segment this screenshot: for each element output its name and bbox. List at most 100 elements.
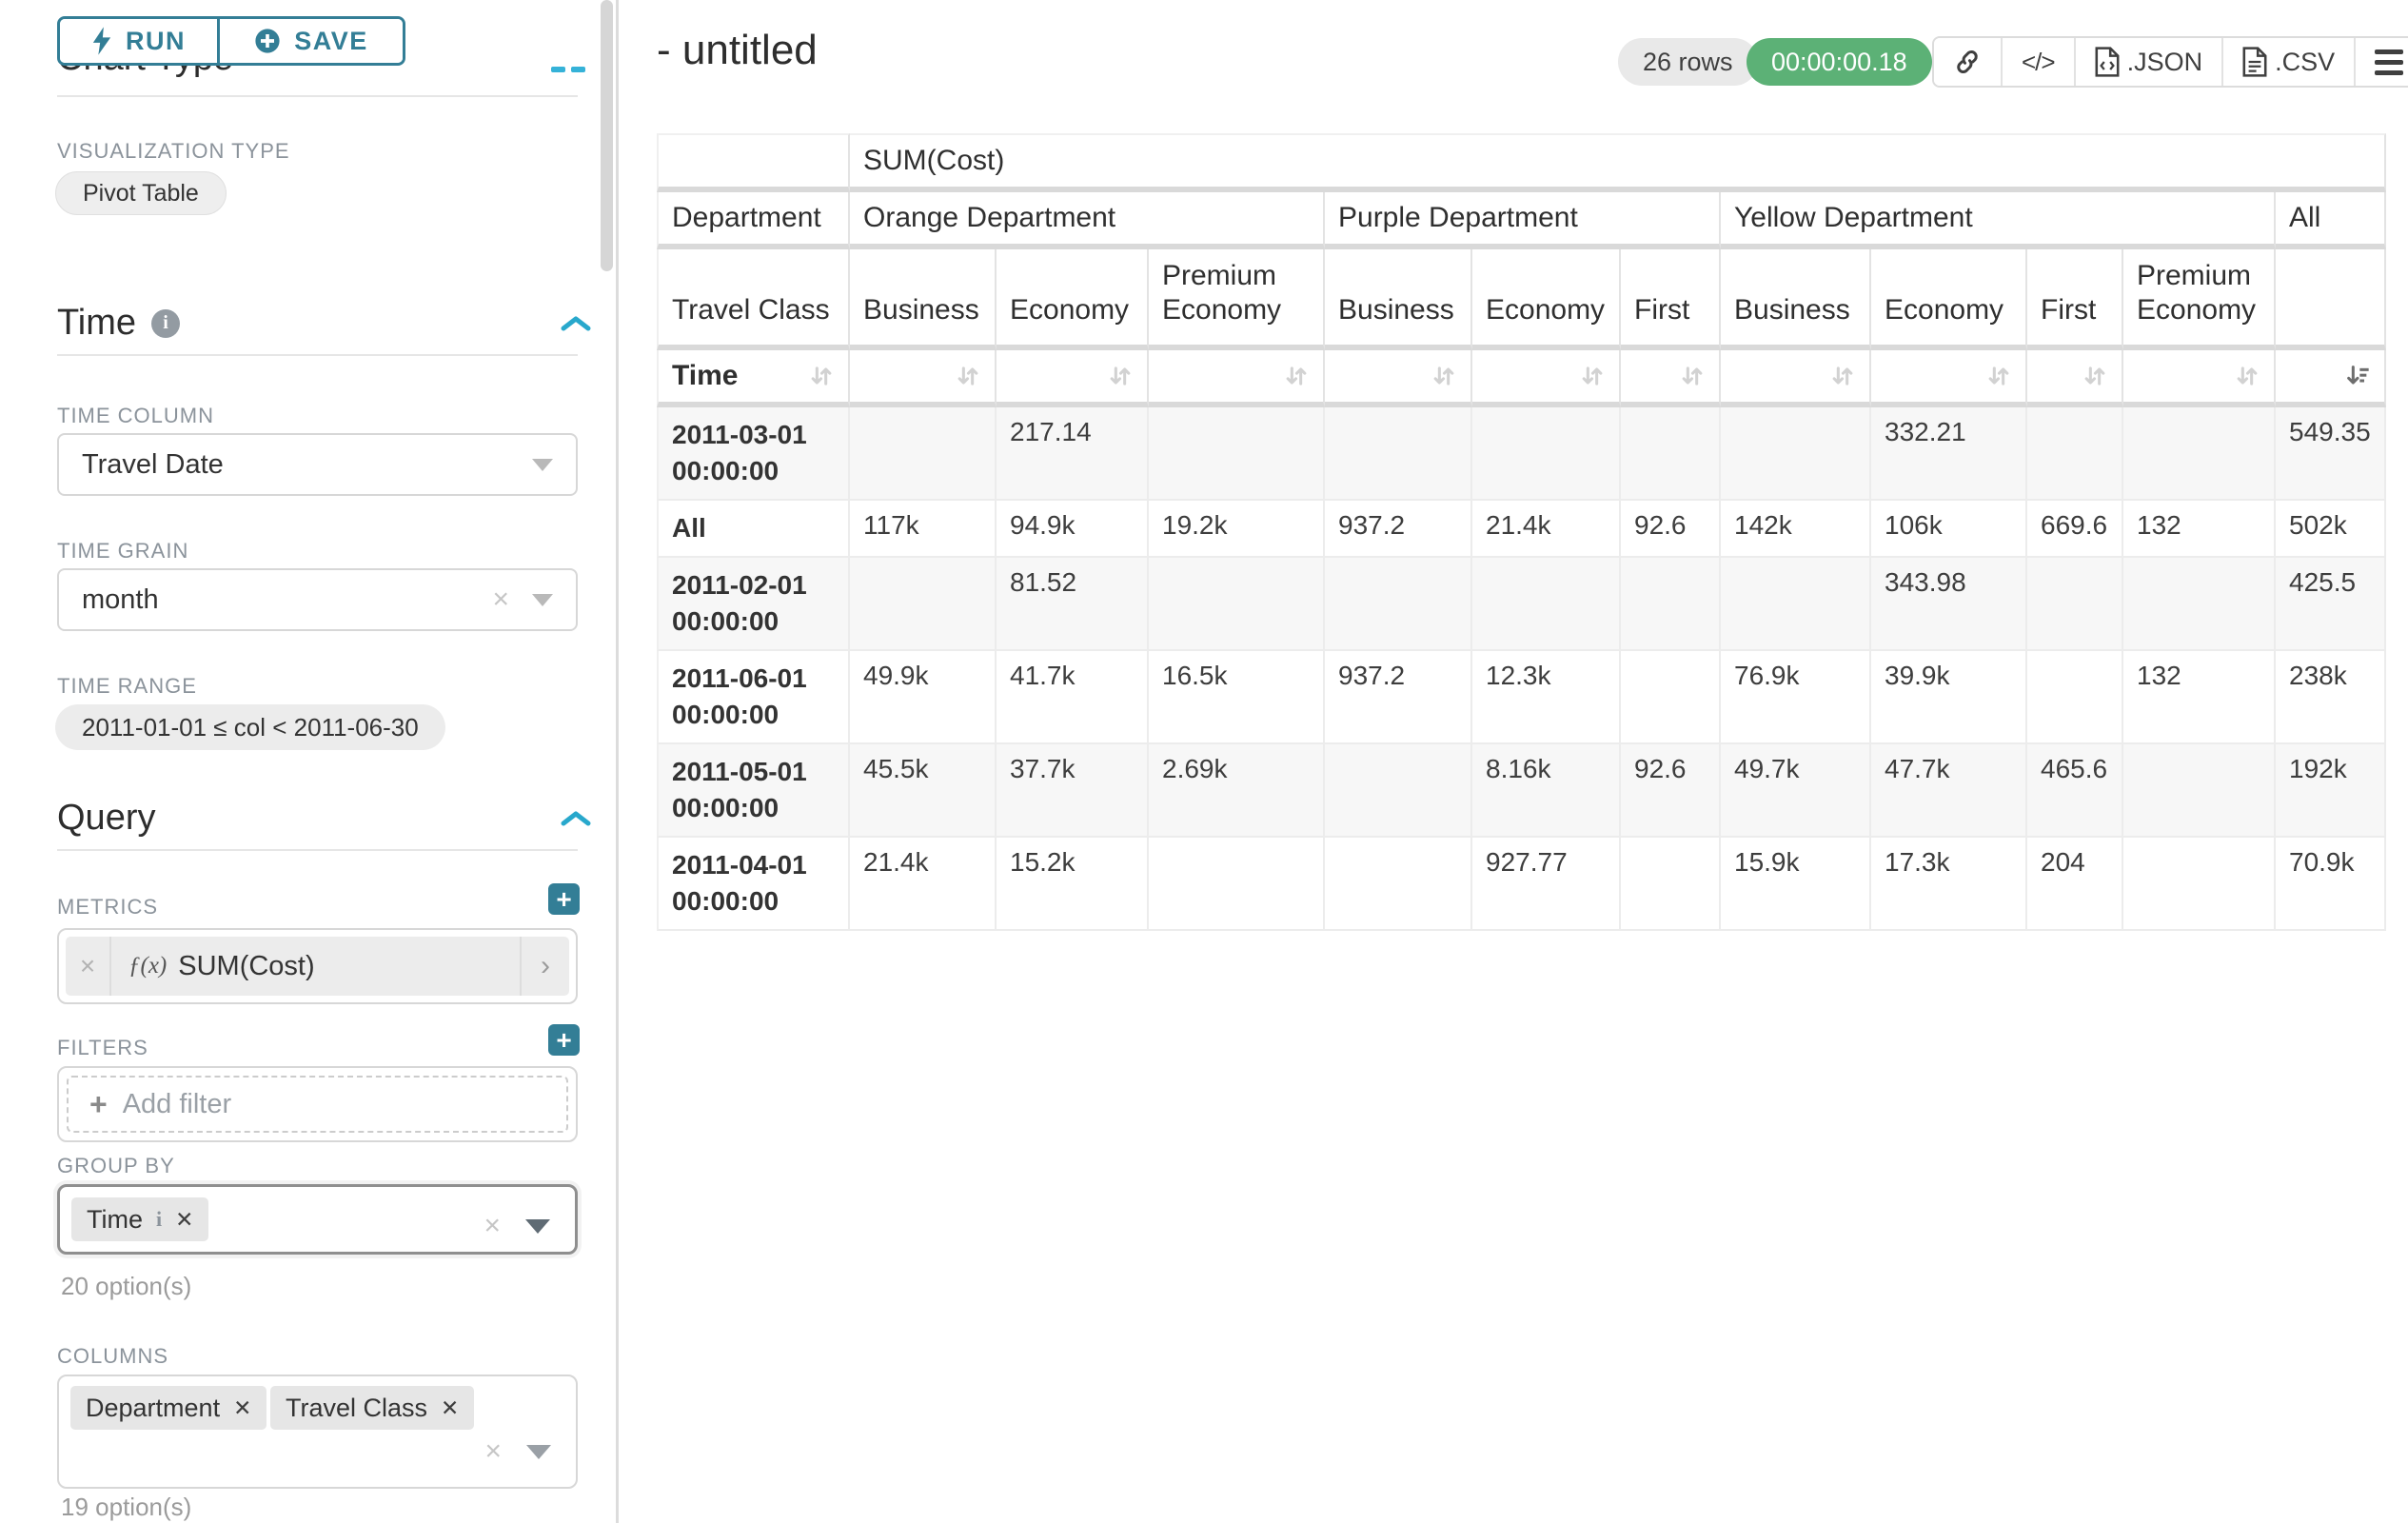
file-code-icon xyxy=(2095,47,2120,77)
link-icon xyxy=(1957,50,1978,73)
sort-column[interactable] xyxy=(2027,350,2123,407)
chart-title[interactable]: - untitled xyxy=(657,27,818,73)
value-cell: 17.3k xyxy=(1871,838,2027,931)
group-by-select[interactable]: Time i ✕ × xyxy=(57,1184,578,1255)
columns-tag[interactable]: Department ✕ xyxy=(70,1386,267,1430)
sort-column[interactable] xyxy=(1871,350,2027,407)
clear-icon[interactable]: × xyxy=(484,1435,502,1467)
value-cell xyxy=(1325,407,1472,501)
chart-panel: - untitled 26 rows 00:00:00.18 </> .JSON… xyxy=(622,0,2408,1523)
travel-class-header: Business xyxy=(850,249,997,350)
remove-tag-icon[interactable]: ✕ xyxy=(441,1394,460,1420)
chevron-down-icon[interactable] xyxy=(526,1444,551,1459)
export-json-button[interactable]: .JSON xyxy=(2075,38,2224,86)
time-grain-select[interactable]: month × xyxy=(57,568,578,631)
travel-class-header: Premium Economy xyxy=(1149,249,1325,350)
visualization-type-pill[interactable]: Pivot Table xyxy=(55,171,227,215)
value-cell: 2.69k xyxy=(1149,744,1325,838)
value-cell xyxy=(1621,407,1721,501)
travel-class-header: First xyxy=(1621,249,1721,350)
value-cell: 92.6 xyxy=(1621,501,1721,558)
row-label-cell: 2011-06-01 00:00:00 xyxy=(657,651,850,744)
value-cell: 12.3k xyxy=(1472,651,1621,744)
time-column-select[interactable]: Travel Date xyxy=(57,433,578,496)
sort-column[interactable] xyxy=(1621,350,1721,407)
clear-icon[interactable]: × xyxy=(484,1210,501,1241)
sort-icon xyxy=(957,366,978,386)
run-save-button-group: RUN SAVE xyxy=(57,16,405,66)
row-label-cell: All xyxy=(657,501,850,558)
more-options-button[interactable] xyxy=(2356,38,2408,86)
columns-select[interactable]: Department ✕ Travel Class ✕ × xyxy=(57,1375,578,1489)
collapse-chevron-icon[interactable] xyxy=(560,809,592,828)
sort-column[interactable] xyxy=(2123,350,2276,407)
divider xyxy=(57,95,578,97)
time-range-pill[interactable]: 2011-01-01 ≤ col < 2011-06-30 xyxy=(55,704,445,750)
value-cell xyxy=(1721,558,1871,651)
sort-column[interactable] xyxy=(850,350,997,407)
value-cell: 21.4k xyxy=(850,838,997,931)
save-button[interactable]: SAVE xyxy=(220,19,403,63)
add-metric-button[interactable]: + xyxy=(548,883,580,915)
sort-icon xyxy=(2084,366,2105,386)
metrics-label: METRICS xyxy=(57,895,158,919)
sort-icon xyxy=(1988,366,2009,386)
lightning-bolt-icon xyxy=(92,27,111,55)
remove-tag-icon[interactable]: ✕ xyxy=(233,1394,252,1420)
columns-label: COLUMNS xyxy=(57,1344,169,1368)
metric-pill[interactable]: × ƒ(x) SUM(Cost) › xyxy=(66,937,569,996)
export-toolbar: </> .JSON .CSV xyxy=(1932,36,2408,88)
time-sort-header[interactable]: Time xyxy=(657,350,850,407)
sidebar-scrollbar[interactable] xyxy=(601,0,613,271)
plus-circle-icon xyxy=(255,29,280,53)
column-group-header: Orange Department xyxy=(850,192,1325,249)
value-cell xyxy=(2027,407,2123,501)
value-cell: 425.5 xyxy=(2276,558,2386,651)
collapse-chevron-icon[interactable] xyxy=(560,314,592,333)
value-cell: 37.7k xyxy=(997,744,1149,838)
value-cell xyxy=(1472,407,1621,501)
export-csv-button[interactable]: .CSV xyxy=(2223,38,2357,86)
sort-column[interactable] xyxy=(1472,350,1621,407)
run-button[interactable]: RUN xyxy=(60,19,220,63)
sort-column[interactable] xyxy=(1325,350,1472,407)
value-cell: 343.98 xyxy=(1871,558,2027,651)
value-cell: 669.6 xyxy=(2027,501,2123,558)
add-filter-dropzone[interactable]: + Add filter xyxy=(67,1076,568,1133)
chevron-right-icon[interactable]: › xyxy=(520,937,569,996)
view-query-button[interactable]: </> xyxy=(2003,38,2076,86)
query-section-header[interactable]: Query xyxy=(57,798,156,838)
value-cell: 47.7k xyxy=(1871,744,2027,838)
columns-tag[interactable]: Travel Class ✕ xyxy=(270,1386,475,1430)
clear-icon[interactable]: × xyxy=(492,583,509,615)
remove-tag-icon[interactable]: ✕ xyxy=(175,1206,194,1232)
divider xyxy=(57,354,578,356)
clipped-icon xyxy=(571,67,585,72)
time-section-header[interactable]: Time i xyxy=(57,303,181,344)
table-row: 2011-05-01 00:00:00 45.5k 37.7k 2.69k 8.16k 9… xyxy=(657,744,2386,838)
value-cell: 927.77 xyxy=(1472,838,1621,931)
add-filter-button[interactable]: + xyxy=(548,1024,580,1056)
sort-column[interactable] xyxy=(1149,350,1325,407)
value-cell: 117k xyxy=(850,501,997,558)
value-cell: 192k xyxy=(2276,744,2386,838)
chevron-down-icon[interactable] xyxy=(525,1218,550,1234)
value-cell: 16.5k xyxy=(1149,651,1325,744)
sort-column[interactable] xyxy=(1721,350,1871,407)
value-cell: 19.2k xyxy=(1149,501,1325,558)
remove-metric-icon[interactable]: × xyxy=(66,937,111,996)
pivot-table: SUM(Cost) Department Orange Department Purp… xyxy=(657,133,2386,931)
table-row: 2011-04-01 00:00:00 21.4k 15.2k 927.77 15.9k… xyxy=(657,838,2386,931)
group-by-tag[interactable]: Time i ✕ xyxy=(71,1197,209,1241)
sort-column[interactable] xyxy=(997,350,1149,407)
row-subdimension-header: Travel Class xyxy=(657,249,850,350)
sort-icon xyxy=(2237,366,2258,386)
sort-column-active[interactable] xyxy=(2276,350,2386,407)
columns-options-hint: 19 option(s) xyxy=(61,1493,192,1521)
travel-class-header: Economy xyxy=(997,249,1149,350)
short-link-button[interactable] xyxy=(1934,38,2003,86)
value-cell: 937.2 xyxy=(1325,501,1472,558)
sort-icon xyxy=(1582,366,1603,386)
value-cell: 106k xyxy=(1871,501,2027,558)
value-cell: 45.5k xyxy=(850,744,997,838)
